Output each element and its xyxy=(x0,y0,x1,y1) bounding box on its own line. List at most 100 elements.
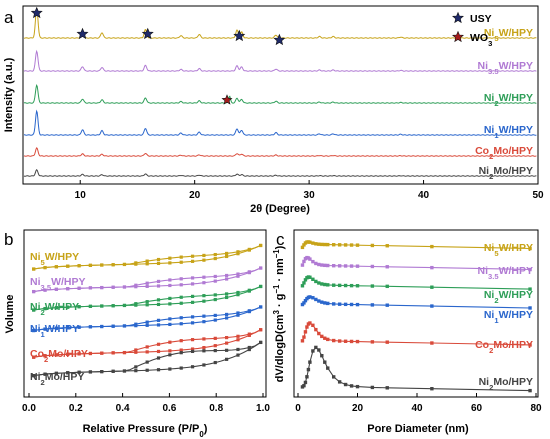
panel-c-marker xyxy=(326,337,330,342)
panel-c-marker xyxy=(300,339,305,343)
panel-b-marker xyxy=(32,289,36,294)
panel-c-series-label: Co2Mo/HPY xyxy=(475,339,533,355)
panel-b-marker xyxy=(259,284,263,289)
panel-b-x-tick-label: 0.0 xyxy=(22,403,36,414)
panel-b-marker xyxy=(168,283,172,288)
panel-a-series-line xyxy=(23,169,537,177)
panel-a-series-label: Ni1W/HPY xyxy=(484,124,533,140)
panel-c-marker xyxy=(314,261,318,266)
panel-b-marker xyxy=(111,263,115,267)
panel-b-marker xyxy=(122,262,127,267)
panel-b-marker xyxy=(190,276,195,280)
panel-a-series xyxy=(23,7,537,177)
panel-b-marker xyxy=(134,283,138,287)
panel-b-series-label: Ni3.5W/HPY xyxy=(30,276,85,292)
panel-b-marker xyxy=(100,351,104,355)
usy-peak-star-icon xyxy=(76,27,89,40)
panel-b-marker xyxy=(190,338,195,342)
panel-b-marker xyxy=(66,264,70,268)
panel-b-marker xyxy=(156,284,161,288)
panel-b-marker xyxy=(122,285,127,289)
panel-c-marker xyxy=(311,296,315,300)
panel-c-marker xyxy=(326,301,330,306)
panel-b-marker xyxy=(134,350,138,354)
panel-c-marker xyxy=(308,321,312,325)
panel-c-marker xyxy=(314,242,318,246)
panel-b-marker xyxy=(54,326,58,330)
panel-b-marker xyxy=(66,352,70,356)
panel-c-marker xyxy=(317,281,321,285)
panel-b-marker xyxy=(145,259,149,263)
panel-b-label: b xyxy=(4,230,13,249)
panel-b-marker xyxy=(213,279,217,283)
panel-b-marker xyxy=(66,305,70,309)
panel-c-series xyxy=(300,240,532,393)
panel-c-series-line xyxy=(302,241,531,250)
panel-c-marker xyxy=(320,282,324,286)
panel-b-marker xyxy=(100,304,104,308)
usy-peak-star-icon xyxy=(141,27,154,40)
panel-c-marker xyxy=(370,243,375,248)
panel-a-series-line xyxy=(23,7,537,39)
panel-c-marker xyxy=(302,259,306,264)
panel-c-marker xyxy=(314,327,318,332)
panel-b-marker xyxy=(259,305,263,309)
panel-b-marker xyxy=(100,324,104,329)
panel-b-series-label: Ni2W/HPY xyxy=(30,301,79,317)
panel-c-marker xyxy=(306,367,311,372)
panel-b-marker xyxy=(156,368,161,372)
panel-c-marker xyxy=(323,360,327,364)
panel-b-marker xyxy=(156,257,161,262)
panel-b-marker xyxy=(111,351,115,355)
panel-a-series-labels: Ni5W/HPY Ni3.5W/HPY Ni2W/HPY Ni1W/HPY Co2Mo/… xyxy=(475,27,533,181)
panel-a-series-label: Ni2W/HPY xyxy=(484,92,533,108)
panel-b-marker xyxy=(190,282,195,286)
panel-a-series-line xyxy=(23,49,537,72)
panel-b-marker xyxy=(54,353,58,357)
panel-b-marker xyxy=(168,278,172,282)
panel-b-marker xyxy=(145,303,149,307)
panel-c-marker xyxy=(314,297,318,302)
panel-c-marker xyxy=(311,349,315,353)
panel-b-marker xyxy=(168,353,172,357)
panel-c-marker xyxy=(305,375,309,379)
panel-a-series-line xyxy=(23,109,537,136)
panel-a-frame xyxy=(22,5,539,185)
panel-c-marker xyxy=(308,360,312,364)
panel-b-marker xyxy=(88,351,93,356)
panel-a-x-tick-label: 30 xyxy=(304,190,316,201)
panel-b-marker xyxy=(225,251,229,256)
panel-b-marker xyxy=(225,348,229,352)
panel-b-marker xyxy=(190,349,195,354)
panel-b-marker xyxy=(134,369,138,373)
panel-b-marker xyxy=(179,339,183,343)
panel-b-marker xyxy=(225,341,229,345)
panel-b-marker xyxy=(43,265,47,270)
panel-b-marker xyxy=(179,295,183,299)
panel-c-marker xyxy=(337,380,342,384)
panel-c-marker xyxy=(355,243,360,247)
panel-c-marker xyxy=(355,339,360,344)
panel-b-marker xyxy=(179,255,183,259)
panel-b-marker xyxy=(213,252,217,257)
panel-b-y-axis-title: Volume xyxy=(4,295,16,334)
panel-c-marker xyxy=(308,295,312,299)
panel-c-marker xyxy=(323,336,327,340)
panel-b-x-axis-title: Relative Pressure (P/P0) xyxy=(83,423,208,439)
panel-b-marker xyxy=(236,338,240,342)
panel-b-marker xyxy=(156,318,161,322)
panel-c-marker xyxy=(355,284,360,288)
panel-b-x-tick-label: 0.2 xyxy=(69,403,83,414)
panel-c-marker xyxy=(385,265,389,269)
panel-a-series-label: Ni2Mo/HPY xyxy=(479,165,533,181)
panel-b-marker xyxy=(247,247,251,252)
panel-c-label: c xyxy=(276,230,285,249)
panel-b-marker xyxy=(77,352,81,356)
panel-b-marker xyxy=(122,324,127,328)
panel-c-marker xyxy=(308,275,312,279)
panel-c-marker xyxy=(300,263,305,267)
legend-usy-label: USY xyxy=(470,13,492,25)
panel-c-marker xyxy=(385,386,389,390)
panel-b-marker xyxy=(66,371,70,375)
panel-a-y-axis-title: Intensity (a.u.) xyxy=(3,57,15,132)
